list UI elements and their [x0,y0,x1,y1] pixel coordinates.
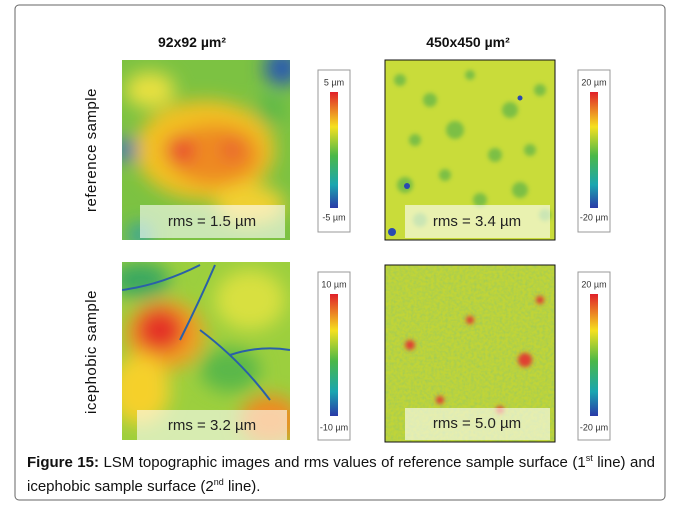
image-detail [534,84,546,96]
figure: 92x92 µm² 450x450 µm² reference sample i… [0,0,678,506]
page: {"header": {"columns": ["92x92 µm²", "45… [0,0,678,506]
scale-min: -5 µm [322,212,345,222]
caption: Figure 15: LSM topographic images and rm… [27,451,655,499]
image-detail [113,138,137,162]
image-detail [465,70,475,80]
image-detail [409,134,421,146]
row-label: reference sample [83,88,100,212]
image-detail [125,72,175,108]
scale-max: 20 µm [581,77,606,87]
caption-sup: st [586,453,593,463]
caption-sup: nd [214,477,224,487]
image-detail [256,96,284,124]
image-detail [394,74,406,86]
rms-label: rms = 3.2 µm [168,417,256,434]
column-heading: 92x92 µm² [158,34,226,50]
image-detail [473,193,487,207]
image-detail [436,396,444,404]
image-detail [446,121,464,139]
image-detail [590,294,598,416]
image-detail [423,93,437,107]
image-detail [166,136,194,164]
colorbar: 5 µm -5 µm [318,70,350,232]
image-detail [466,316,474,324]
image-detail [330,92,338,208]
image-detail [264,50,300,86]
image-detail [590,92,598,208]
image-detail [405,340,415,350]
image-detail [518,353,532,367]
colorbar: 20 µm -20 µm [578,272,610,440]
scale-min: -20 µm [580,422,608,432]
scale-min: -10 µm [320,422,348,432]
image-detail [536,296,544,304]
caption-text: LSM topographic images and rms values of… [103,454,585,471]
image-detail [222,140,242,160]
row-label: icephobic sample [83,290,100,414]
colorbar: 20 µm -20 µm [578,70,610,232]
rms-label: rms = 1.5 µm [168,213,256,230]
scale-max: 5 µm [324,77,344,87]
image-detail [524,144,536,156]
rms-label: rms = 5.0 µm [433,415,521,432]
image-detail [512,182,528,198]
scale-max: 20 µm [581,279,606,289]
image-detail [518,96,523,101]
image-detail [404,183,410,189]
image-detail [388,228,396,236]
image-detail [136,308,184,352]
caption-label: Figure 15: [27,454,99,471]
image-detail [488,148,502,162]
image-detail [439,169,451,181]
column-heading: 450x450 µm² [426,34,510,50]
image-detail [330,294,338,416]
image-detail [110,262,170,298]
colorbar: 10 µm -10 µm [318,272,350,440]
caption-text: line). [228,478,261,495]
image-detail [215,270,285,330]
scale-min: -20 µm [580,212,608,222]
image-detail [502,102,518,118]
scale-max: 10 µm [321,279,346,289]
rms-label: rms = 3.4 µm [433,213,521,230]
